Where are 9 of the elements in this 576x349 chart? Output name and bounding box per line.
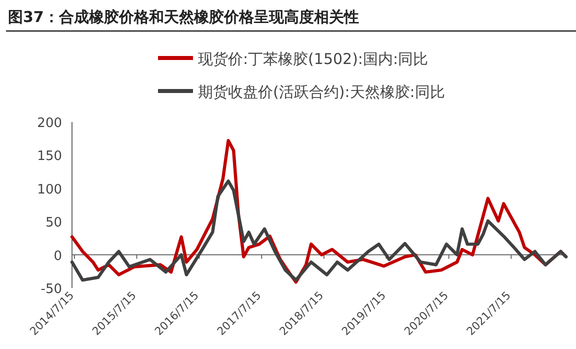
y-tick-label: -50	[40, 282, 62, 297]
y-tick-label: 150	[37, 149, 62, 164]
legend-label: 现货价:丁苯橡胶(1502):国内:同比	[198, 50, 428, 68]
y-tick-label: 200	[37, 116, 62, 131]
y-tick-label: 100	[37, 182, 62, 198]
chart-title: 图37：合成橡胶价格和天然橡胶价格呈现高度相关性	[8, 8, 359, 26]
legend-label: 期货收盘价(活跃合约):天然橡胶:同比	[198, 83, 445, 101]
y-tick-label: 0	[54, 248, 62, 264]
y-tick-label: 50	[45, 216, 62, 231]
